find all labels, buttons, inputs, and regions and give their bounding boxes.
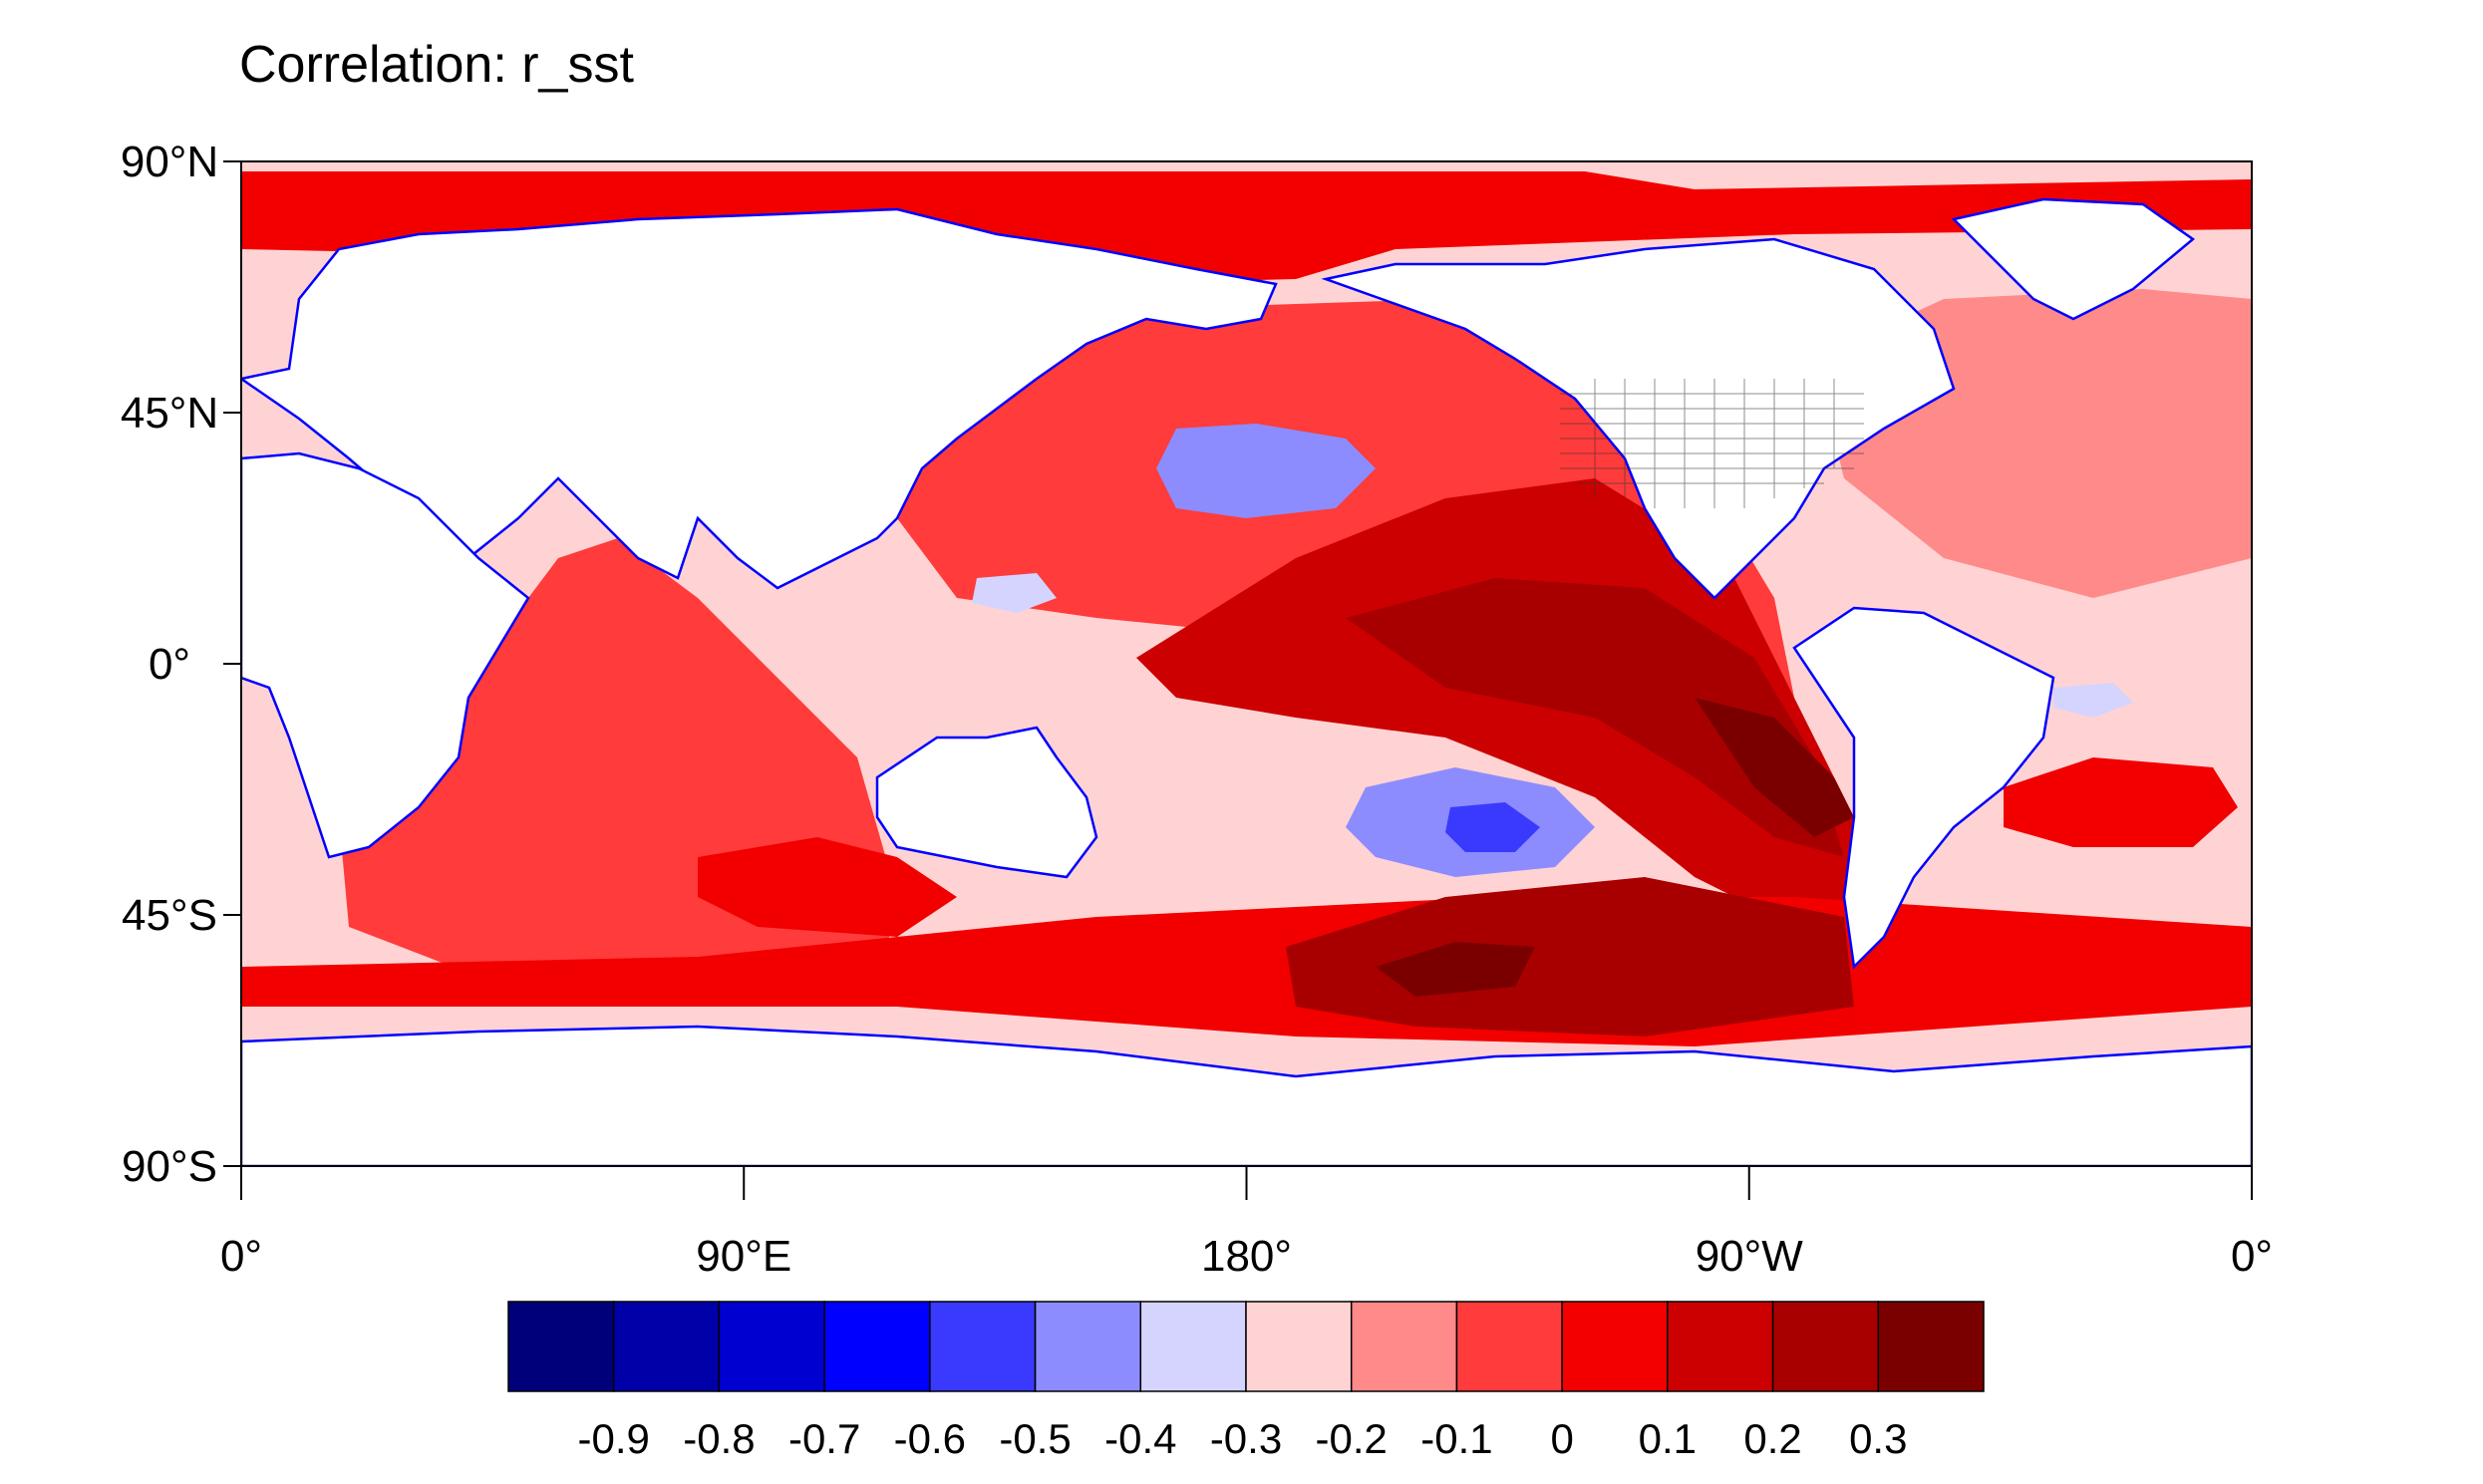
colorbar-label: 0.3 (1849, 1415, 1907, 1462)
region-central-pacific-tongue (1136, 478, 1854, 957)
lon-tick-label: 0° (2231, 1232, 2273, 1281)
colorbar-swatch (612, 1301, 721, 1392)
colorbar-swatch (1034, 1301, 1142, 1392)
correlation-field (241, 171, 2252, 1046)
colorbar-label: -0.2 (1316, 1415, 1388, 1462)
lon-tick-label: 90°W (1696, 1232, 1804, 1281)
colorbar-label: -0.1 (1420, 1415, 1492, 1462)
region-atlantic-low (2053, 683, 2133, 718)
colorbar-swatch (1877, 1301, 1985, 1392)
colorbar-label: -0.5 (999, 1415, 1071, 1462)
colorbar-swatch (718, 1301, 825, 1392)
colorbar-swatch (823, 1301, 931, 1392)
region-south-pacific-min (1445, 802, 1540, 852)
map-title: Correlation: r_sst (239, 36, 634, 94)
colorbar-swatch (1667, 1301, 1774, 1392)
region-indian-ocean-core (698, 837, 957, 937)
colorbar-label: -0.4 (1104, 1415, 1176, 1462)
africa (241, 451, 530, 859)
colorbar-swatch (1771, 1301, 1880, 1392)
lat-tick-label: 0° (149, 640, 190, 689)
colorbar-swatch (1455, 1301, 1563, 1392)
colorbar-label: -0.6 (894, 1415, 966, 1462)
colorbar-label: -0.7 (788, 1415, 860, 1462)
region-west-pacific-low (972, 573, 1057, 613)
map-panel (241, 161, 2252, 1166)
colorbar-label: -0.8 (683, 1415, 755, 1462)
colorbar-swatch (1245, 1301, 1353, 1392)
lat-tick-label: 45°S (122, 891, 217, 940)
colorbar-label: 0.2 (1743, 1415, 1801, 1462)
colorbar-swatch (929, 1301, 1037, 1392)
antarctica (241, 1025, 2252, 1166)
region-southern-ocean-max (1376, 942, 1535, 997)
region-southern-ocean-core (1286, 877, 1854, 1037)
colorbar-swatch (1561, 1301, 1669, 1392)
land-masses (241, 197, 2252, 1166)
region-south-atlantic-core (2004, 757, 2238, 847)
colorbar-label: 0 (1550, 1415, 1573, 1462)
lon-tick-label: 0° (220, 1232, 262, 1281)
us-county-lines (1560, 379, 1864, 508)
colorbar-label: -0.3 (1210, 1415, 1282, 1462)
colorbar-swatch (1139, 1301, 1247, 1392)
colorbar-label: 0.1 (1639, 1415, 1697, 1462)
lon-tick-label: 90°E (696, 1232, 791, 1281)
greenland (1951, 197, 2196, 321)
region-east-pacific-core (1346, 578, 1844, 857)
longitude-axis: 0° 90°E 180° 90°W 0° (220, 1166, 2273, 1281)
eurasia (241, 207, 1278, 590)
region-east-pacific-max (1695, 698, 1854, 837)
colorbar-labels: -0.9 -0.8 -0.7 -0.6 -0.5 -0.4 -0.3 -0.2 -0.1 0 0.1… (578, 1415, 1908, 1462)
lat-tick-label: 90°S (122, 1142, 217, 1191)
colorbar (507, 1301, 1985, 1392)
colorbar-swatch (507, 1301, 615, 1392)
south-america (1792, 606, 2055, 970)
colorbar-swatch (1350, 1301, 1458, 1392)
lat-tick-label: 45°N (121, 389, 218, 438)
australia (875, 726, 1098, 879)
lat-tick-label: 90°N (121, 138, 218, 186)
latitude-axis: 90°N 45°N 0° 45°S 90°S (121, 138, 241, 1191)
colorbar-label: -0.9 (578, 1415, 650, 1462)
region-north-pacific-low (1156, 424, 1376, 518)
lon-tick-label: 180° (1201, 1232, 1292, 1281)
